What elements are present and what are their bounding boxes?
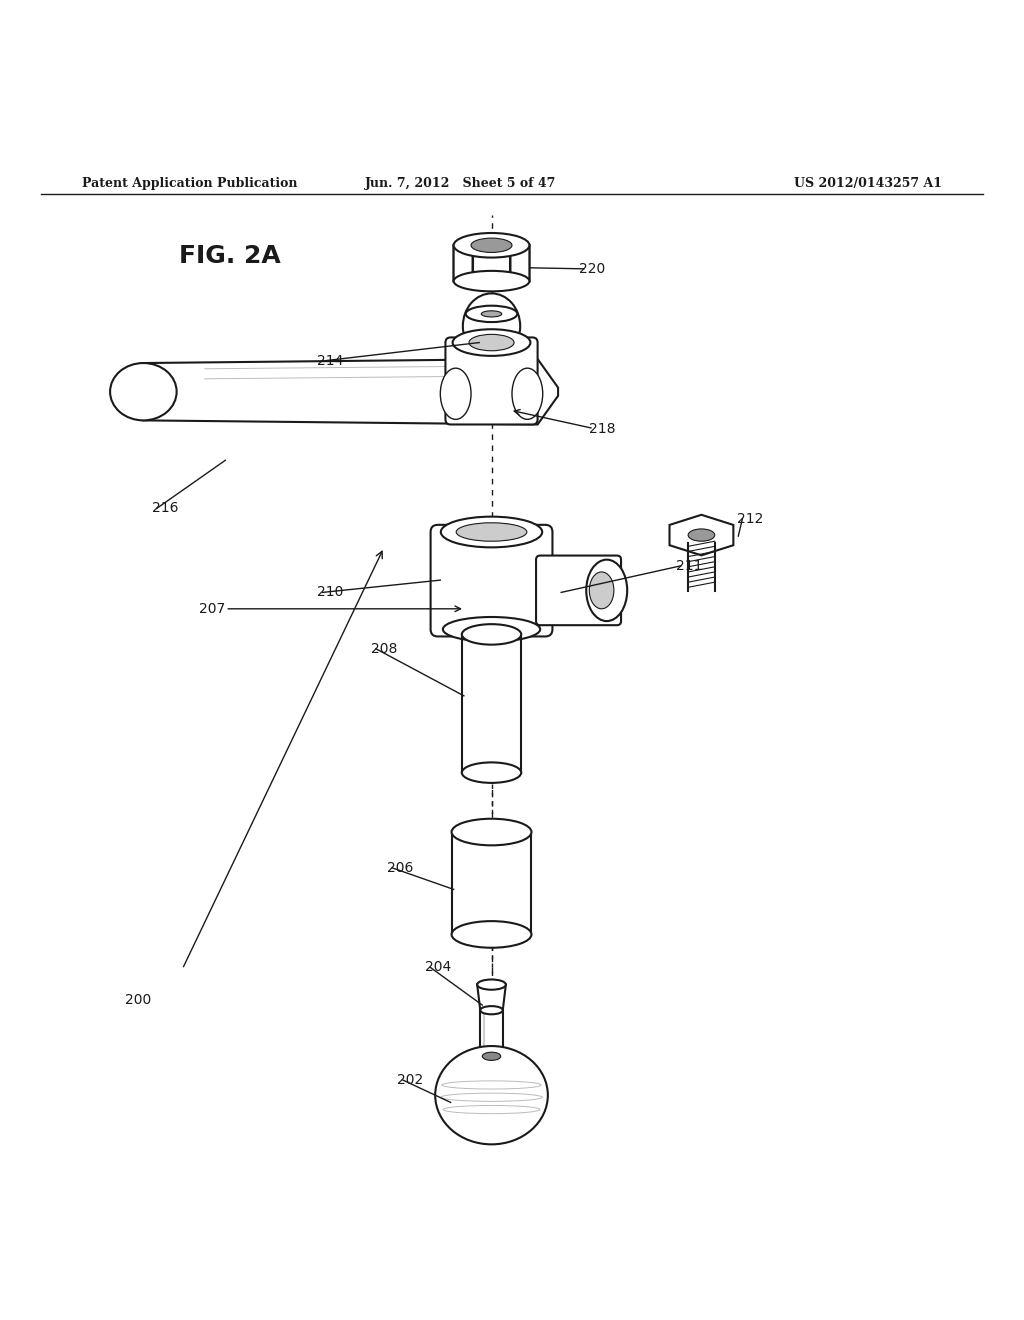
- Ellipse shape: [469, 334, 514, 351]
- Text: Jun. 7, 2012   Sheet 5 of 47: Jun. 7, 2012 Sheet 5 of 47: [366, 177, 556, 190]
- FancyBboxPatch shape: [430, 525, 553, 636]
- Polygon shape: [472, 246, 510, 288]
- Ellipse shape: [111, 363, 177, 420]
- Polygon shape: [477, 985, 506, 1010]
- FancyBboxPatch shape: [445, 338, 538, 425]
- Text: 202: 202: [397, 1073, 424, 1086]
- Ellipse shape: [442, 616, 541, 642]
- Text: Patent Application Publication: Patent Application Publication: [82, 177, 297, 190]
- Text: 216: 216: [152, 502, 178, 515]
- Ellipse shape: [463, 293, 520, 359]
- Text: 206: 206: [387, 861, 414, 875]
- Ellipse shape: [475, 826, 508, 837]
- Text: 210: 210: [317, 585, 344, 599]
- Text: 220: 220: [579, 261, 605, 276]
- Ellipse shape: [454, 234, 529, 257]
- Polygon shape: [454, 246, 472, 288]
- Text: 200: 200: [125, 993, 152, 1007]
- Ellipse shape: [480, 1006, 503, 1014]
- Ellipse shape: [512, 368, 543, 420]
- Bar: [480, 1010, 503, 1061]
- Ellipse shape: [481, 310, 502, 317]
- Text: FIG. 2A: FIG. 2A: [179, 243, 281, 268]
- Ellipse shape: [482, 1052, 501, 1060]
- Polygon shape: [510, 246, 529, 281]
- Polygon shape: [143, 359, 558, 425]
- Ellipse shape: [454, 271, 529, 292]
- Text: 208: 208: [371, 642, 397, 656]
- Text: 211: 211: [676, 558, 702, 573]
- Ellipse shape: [477, 979, 506, 990]
- Ellipse shape: [452, 921, 531, 948]
- Ellipse shape: [440, 368, 471, 420]
- Ellipse shape: [471, 238, 512, 252]
- Bar: [688, 544, 715, 591]
- Ellipse shape: [589, 572, 613, 609]
- Ellipse shape: [440, 516, 543, 548]
- Ellipse shape: [435, 1045, 548, 1144]
- Ellipse shape: [453, 329, 530, 356]
- Text: 207: 207: [199, 602, 225, 616]
- Polygon shape: [454, 246, 472, 281]
- Text: US 2012/0143257 A1: US 2012/0143257 A1: [794, 177, 942, 190]
- Ellipse shape: [466, 306, 517, 322]
- Ellipse shape: [688, 529, 715, 541]
- Polygon shape: [472, 246, 510, 275]
- FancyBboxPatch shape: [537, 556, 621, 626]
- Text: 212: 212: [737, 512, 764, 525]
- Text: 204: 204: [425, 960, 452, 974]
- Ellipse shape: [452, 818, 531, 845]
- Polygon shape: [510, 246, 529, 288]
- Text: 218: 218: [589, 421, 615, 436]
- Ellipse shape: [457, 523, 526, 541]
- Ellipse shape: [462, 624, 521, 644]
- Ellipse shape: [586, 560, 627, 622]
- Bar: [462, 635, 521, 772]
- Polygon shape: [454, 273, 529, 289]
- Ellipse shape: [462, 763, 521, 783]
- Bar: [452, 832, 531, 935]
- Polygon shape: [670, 515, 733, 556]
- Text: 214: 214: [317, 354, 344, 368]
